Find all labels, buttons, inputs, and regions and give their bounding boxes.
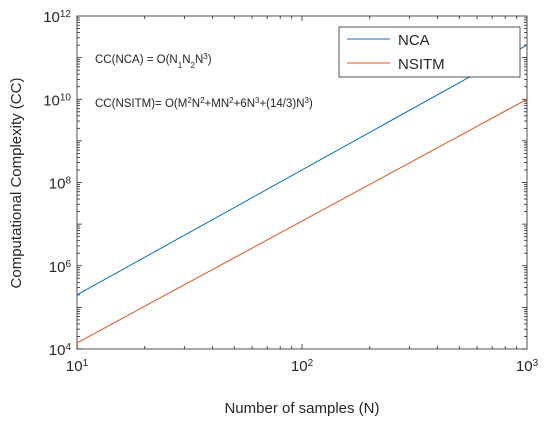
series-line-nca: [76, 44, 528, 296]
axis-ticks: 101 102 103 104 106 108 1010 1012: [43, 9, 538, 376]
y-tick-label: 108: [49, 175, 72, 193]
x-tick-label: 102: [291, 358, 314, 376]
x-axis-label: Number of samples (N): [224, 400, 379, 417]
series-line-nsitm: [76, 98, 528, 344]
y-axis-label: Computational Complexity (CC): [8, 78, 25, 289]
annotation-nca: CC(NCA) = O(N1N2N3): [95, 52, 212, 70]
legend-label-nsitm: NSITM: [398, 56, 445, 73]
y-tick-label: 104: [49, 342, 72, 360]
series-lines: [76, 44, 528, 344]
x-tick-label: 101: [66, 358, 89, 376]
x-tick-label: 103: [516, 358, 539, 376]
annotation-nsitm: CC(NSITM)= O(M2N2+MN2+6N3+(14/3)N3): [95, 96, 313, 111]
legend-label-nca: NCA: [398, 32, 430, 49]
legend-box: [338, 26, 521, 78]
y-tick-label: 106: [49, 258, 72, 276]
y-tick-label: 1012: [43, 9, 71, 27]
y-tick-label: 1010: [43, 92, 71, 110]
legend: NCA NSITM: [338, 26, 521, 78]
